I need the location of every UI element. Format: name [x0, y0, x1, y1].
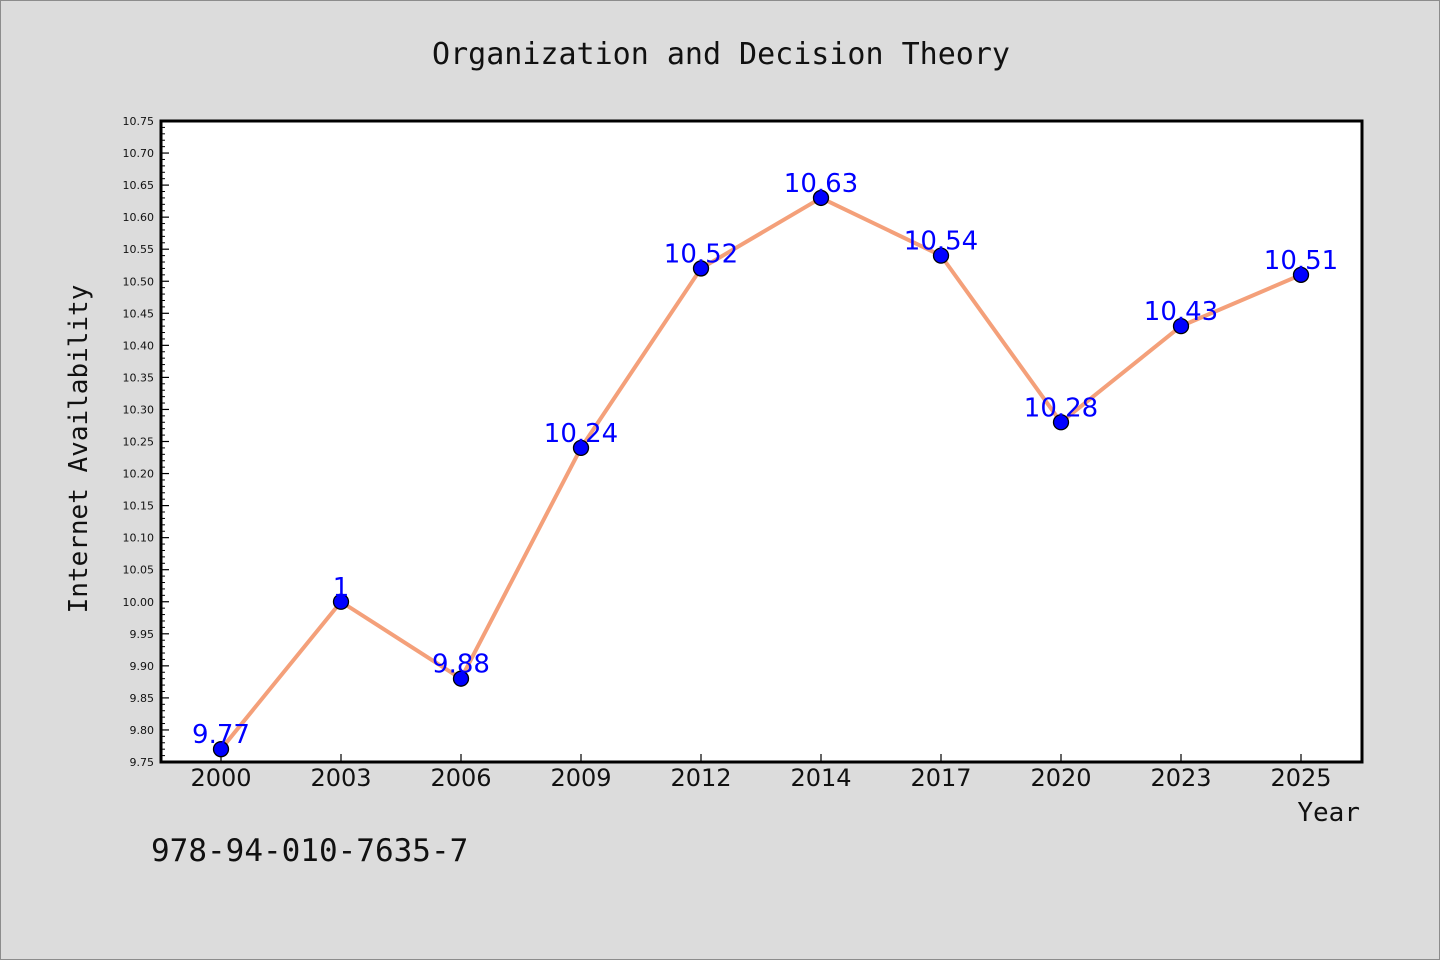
- data-point: [452, 670, 470, 687]
- data-point: [812, 189, 830, 207]
- data-label: 10.63: [784, 169, 858, 199]
- data-label: 1: [333, 573, 350, 603]
- x-tick-label: 2020: [1030, 764, 1091, 792]
- data-point: [1292, 266, 1310, 283]
- plot-frame: [159, 119, 1364, 764]
- y-tick-label: 10.75: [123, 115, 155, 128]
- data-label: 9.88: [432, 650, 490, 680]
- y-tick-label: 10.45: [123, 307, 155, 320]
- isbn-annotation: 978-94-010-7635-7: [151, 833, 469, 869]
- y-tick-label: 9.85: [130, 692, 155, 705]
- data-label: 10.24: [544, 419, 618, 449]
- y-tick-label: 10.30: [123, 403, 155, 416]
- data-label: 10.54: [904, 227, 978, 257]
- x-axis-title: Year: [1297, 798, 1360, 828]
- data-point: [572, 439, 590, 457]
- y-tick-label: 10.65: [123, 179, 155, 192]
- y-tick-label: 10.70: [123, 147, 155, 160]
- data-point: [212, 741, 230, 758]
- y-tick-label: 10.10: [123, 532, 155, 545]
- y-tick-label: 10.00: [123, 596, 155, 609]
- y-tick-label: 10.60: [123, 211, 155, 224]
- x-tick-label: 2017: [910, 764, 971, 792]
- data-labels: 9.77 1 9.88 10.24 10.52 10.63 10.54 10.28 10.43 1…: [192, 169, 1338, 750]
- x-tick-label: 2023: [1150, 764, 1211, 792]
- series-line: [219, 195, 1303, 752]
- plot-area: [161, 121, 1362, 762]
- x-tick-label: 2003: [310, 764, 371, 792]
- y-tick-label: 10.25: [123, 436, 155, 449]
- data-point: [932, 247, 950, 264]
- y-tick-label: 9.80: [130, 724, 155, 737]
- y-tick-label: 10.20: [123, 468, 155, 481]
- y-tick-label: 10.15: [123, 500, 155, 513]
- y-tick-label: 9.75: [130, 756, 155, 769]
- data-point: [1052, 414, 1070, 431]
- y-tick-label: 10.55: [123, 243, 155, 256]
- data-label: 9.77: [192, 720, 250, 750]
- data-point: [332, 593, 350, 610]
- y-tick-label: 9.90: [130, 660, 155, 673]
- data-point: [692, 260, 710, 277]
- x-axis-ticks: 2000 2003 2006 2009 2012 2014 2017 2020 2023 2025: [190, 754, 1332, 792]
- y-axis-title: Internet Availability: [64, 285, 94, 614]
- chart-title: Organization and Decision Theory: [432, 37, 1010, 72]
- y-tick-label: 10.40: [123, 339, 155, 352]
- y-tick-label: 10.35: [123, 371, 155, 384]
- data-label: 10.52: [664, 239, 738, 269]
- data-point: [1172, 317, 1190, 335]
- data-label: 10.51: [1264, 246, 1338, 276]
- x-tick-label: 2014: [790, 764, 851, 792]
- y-tick-label: 10.50: [123, 275, 155, 288]
- data-label: 10.43: [1144, 297, 1218, 327]
- x-tick-label: 2006: [430, 764, 491, 792]
- x-tick-label: 2025: [1270, 764, 1331, 792]
- data-label: 10.28: [1024, 393, 1098, 423]
- x-tick-label: 2009: [550, 764, 611, 792]
- y-tick-label: 10.05: [123, 564, 155, 577]
- x-tick-label: 2000: [190, 764, 251, 792]
- data-markers: [212, 189, 1310, 758]
- y-tick-label: 9.95: [130, 628, 155, 641]
- x-tick-label: 2012: [670, 764, 731, 792]
